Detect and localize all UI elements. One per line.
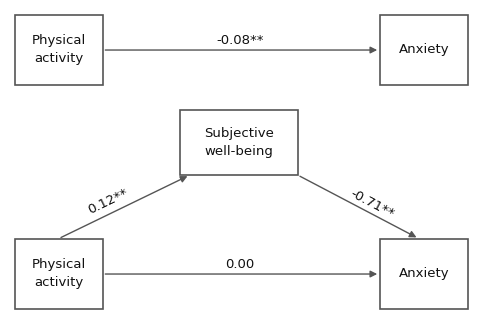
Text: 0.12**: 0.12** xyxy=(86,186,130,216)
Text: Physical
activity: Physical activity xyxy=(32,258,86,289)
Text: 0.00: 0.00 xyxy=(226,258,254,271)
FancyBboxPatch shape xyxy=(380,15,468,85)
Text: Anxiety: Anxiety xyxy=(398,43,449,56)
Text: Physical
activity: Physical activity xyxy=(32,34,86,65)
Text: -0.08**: -0.08** xyxy=(216,34,264,47)
FancyBboxPatch shape xyxy=(380,239,468,309)
FancyBboxPatch shape xyxy=(180,110,298,175)
Text: Anxiety: Anxiety xyxy=(398,267,449,280)
Text: Subjective
well-being: Subjective well-being xyxy=(204,127,274,158)
Text: -0.71**: -0.71** xyxy=(348,187,397,221)
FancyBboxPatch shape xyxy=(15,239,102,309)
FancyBboxPatch shape xyxy=(15,15,102,85)
